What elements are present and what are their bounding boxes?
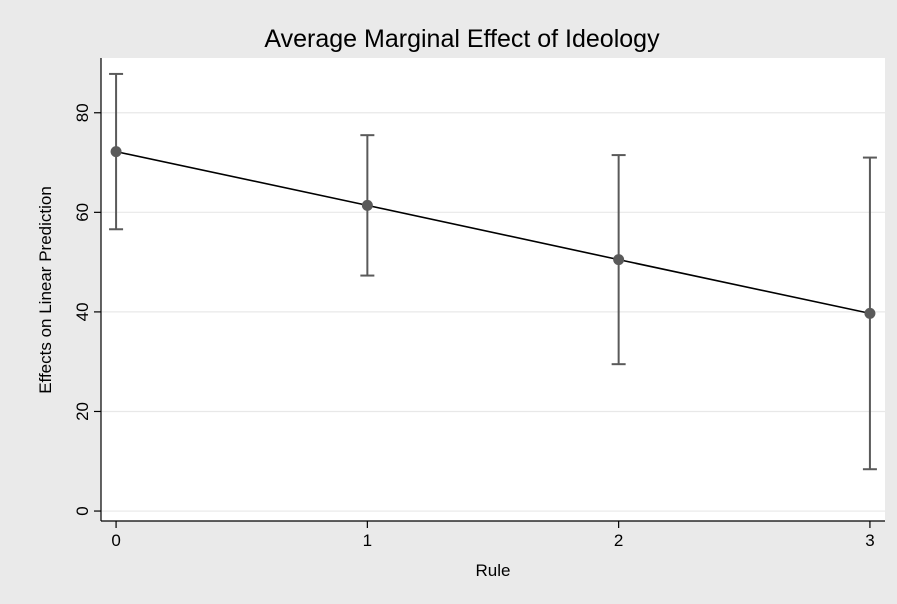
y-tick-label-40: 40 [73,302,92,321]
data-point-1 [361,199,373,211]
x-tick-label-2: 2 [614,531,623,550]
x-ticks: 0 1 2 3 [111,521,875,550]
x-axis-title: Rule [476,561,511,580]
x-tick-label-1: 1 [363,531,372,550]
y-tick-label-80: 80 [73,103,92,122]
y-tick-label-0: 0 [73,506,92,515]
y-tick-label-60: 60 [73,203,92,222]
x-tick-label-0: 0 [111,531,120,550]
data-point-2 [613,254,625,266]
y-ticks: 0 20 40 60 80 [73,103,101,516]
data-point-3 [864,307,876,319]
x-tick-label-3: 3 [865,531,874,550]
chart-title: Average Marginal Effect of Ideology [264,25,660,53]
markers [110,146,876,319]
y-axis-title: Effects on Linear Prediction [36,186,55,394]
series-line [115,150,871,315]
y-tick-label-20: 20 [73,402,92,421]
data-point-0 [110,146,122,158]
gridlines [101,112,885,512]
plot-background [101,58,885,521]
